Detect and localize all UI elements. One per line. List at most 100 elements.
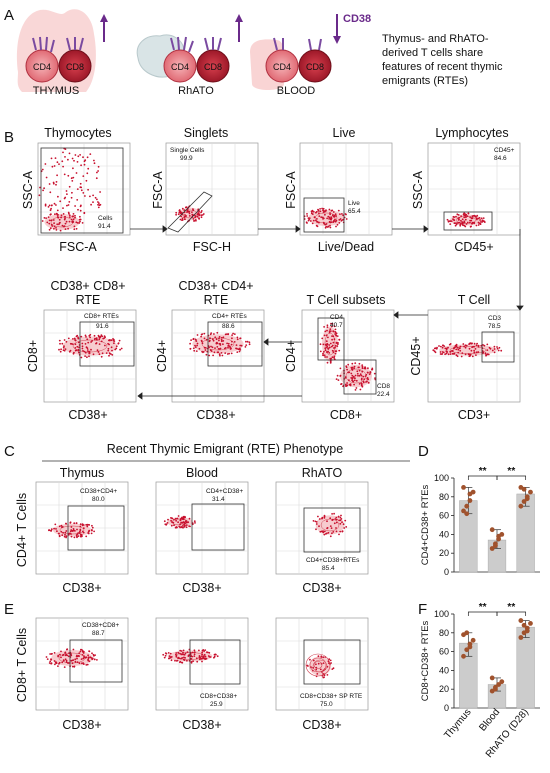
- event-dot: [181, 207, 184, 210]
- event-dot: [329, 517, 332, 520]
- event-dot: [64, 531, 67, 534]
- data-point: [467, 491, 473, 497]
- event-dot: [358, 374, 361, 377]
- cd38-receptor-icon: [273, 37, 322, 51]
- event-dot: [61, 534, 64, 537]
- y-axis-label: CD8+CD38+ RTEs: [420, 620, 431, 701]
- event-dot: [227, 342, 230, 345]
- event-dot: [52, 219, 55, 221]
- event-dot: [335, 215, 337, 217]
- event-dot: [74, 347, 77, 349]
- plot-gridlines: [156, 618, 248, 710]
- cd38-receptor-icon: [170, 36, 222, 53]
- event-dot: [325, 334, 328, 337]
- event-dot: [91, 658, 94, 661]
- event-dot: [326, 674, 329, 676]
- data-point: [499, 679, 505, 685]
- event-dot: [84, 195, 86, 197]
- event-dot: [92, 353, 95, 356]
- event-dot: [180, 650, 183, 652]
- event-dot: [442, 344, 444, 347]
- event-dot: [186, 659, 188, 662]
- event-dot: [328, 220, 331, 223]
- density-fill: [308, 656, 332, 676]
- event-dot: [328, 331, 331, 334]
- significance-label: **: [479, 602, 487, 613]
- event-dot: [194, 346, 197, 348]
- event-dot: [200, 214, 203, 217]
- gate-name: CD4+CD38+RTEs: [306, 557, 360, 564]
- plot-title: Singlets: [184, 126, 228, 140]
- event-dot: [469, 342, 472, 345]
- event-dot: [322, 662, 325, 664]
- event-dot: [94, 196, 97, 199]
- event-dot: [475, 351, 478, 354]
- event-dot: [229, 346, 232, 349]
- event-dot: [196, 660, 199, 663]
- event-dot: [96, 171, 98, 174]
- event-dot: [353, 379, 356, 382]
- thymus-cells: CD4 CD8 THYMUS: [25, 14, 108, 97]
- event-dot: [227, 344, 230, 347]
- event-dot: [218, 336, 221, 338]
- event-dot: [321, 337, 324, 340]
- event-cloud: [41, 211, 84, 232]
- event-dot: [468, 353, 471, 356]
- event-dot: [71, 157, 74, 160]
- event-dot: [184, 214, 186, 216]
- event-dot: [222, 336, 225, 339]
- event-dot: [319, 350, 322, 353]
- event-dot: [66, 648, 69, 650]
- event-dot: [62, 346, 65, 349]
- event-dot: [307, 665, 309, 667]
- event-dot: [342, 214, 344, 217]
- data-point: [493, 686, 498, 692]
- event-dot: [477, 217, 480, 220]
- event-dot: [336, 374, 339, 377]
- event-dot: [476, 218, 478, 221]
- event-dot: [348, 371, 351, 374]
- gate-polygon: [343, 359, 377, 395]
- event-dot: [317, 662, 320, 665]
- event-dot: [332, 531, 335, 533]
- event-dot: [77, 348, 80, 351]
- event-dot: [477, 351, 480, 353]
- event-dot: [77, 336, 79, 339]
- event-dot: [317, 208, 319, 211]
- event-dot: [329, 360, 332, 362]
- data-point: [518, 503, 524, 509]
- event-dot: [69, 522, 72, 524]
- event-dot: [71, 665, 74, 668]
- event-dot: [327, 531, 330, 534]
- event-dot: [445, 348, 448, 351]
- event-dot: [330, 357, 332, 360]
- event-dot: [356, 372, 359, 375]
- flow-plot-thymocytes: Thymocytes Cells 91.4 FSC-A SSC-A: [21, 126, 131, 254]
- event-dot: [82, 175, 85, 178]
- event-dot: [338, 533, 340, 536]
- data-point: [518, 635, 524, 640]
- event-dot: [188, 212, 191, 215]
- event-dot: [84, 355, 86, 357]
- panel-letter-a: A: [4, 7, 14, 24]
- event-dot: [75, 349, 78, 352]
- event-dot: [68, 652, 70, 655]
- event-dot: [338, 338, 341, 341]
- panel-letter-f: F: [418, 601, 427, 618]
- event-dot: [180, 657, 182, 660]
- event-dot: [55, 662, 58, 665]
- event-dot: [86, 172, 89, 175]
- event-dot: [448, 343, 451, 346]
- plot-gridlines: [36, 618, 128, 710]
- event-dot: [80, 648, 82, 651]
- event-dot: [455, 343, 458, 346]
- event-dot: [235, 347, 238, 350]
- event-dot: [175, 519, 178, 522]
- event-dot: [497, 349, 500, 352]
- cd4-cell-icon: [163, 49, 197, 83]
- event-dot: [325, 209, 327, 212]
- event-dot: [206, 651, 208, 654]
- event-dot: [45, 656, 48, 658]
- event-dot: [76, 222, 79, 224]
